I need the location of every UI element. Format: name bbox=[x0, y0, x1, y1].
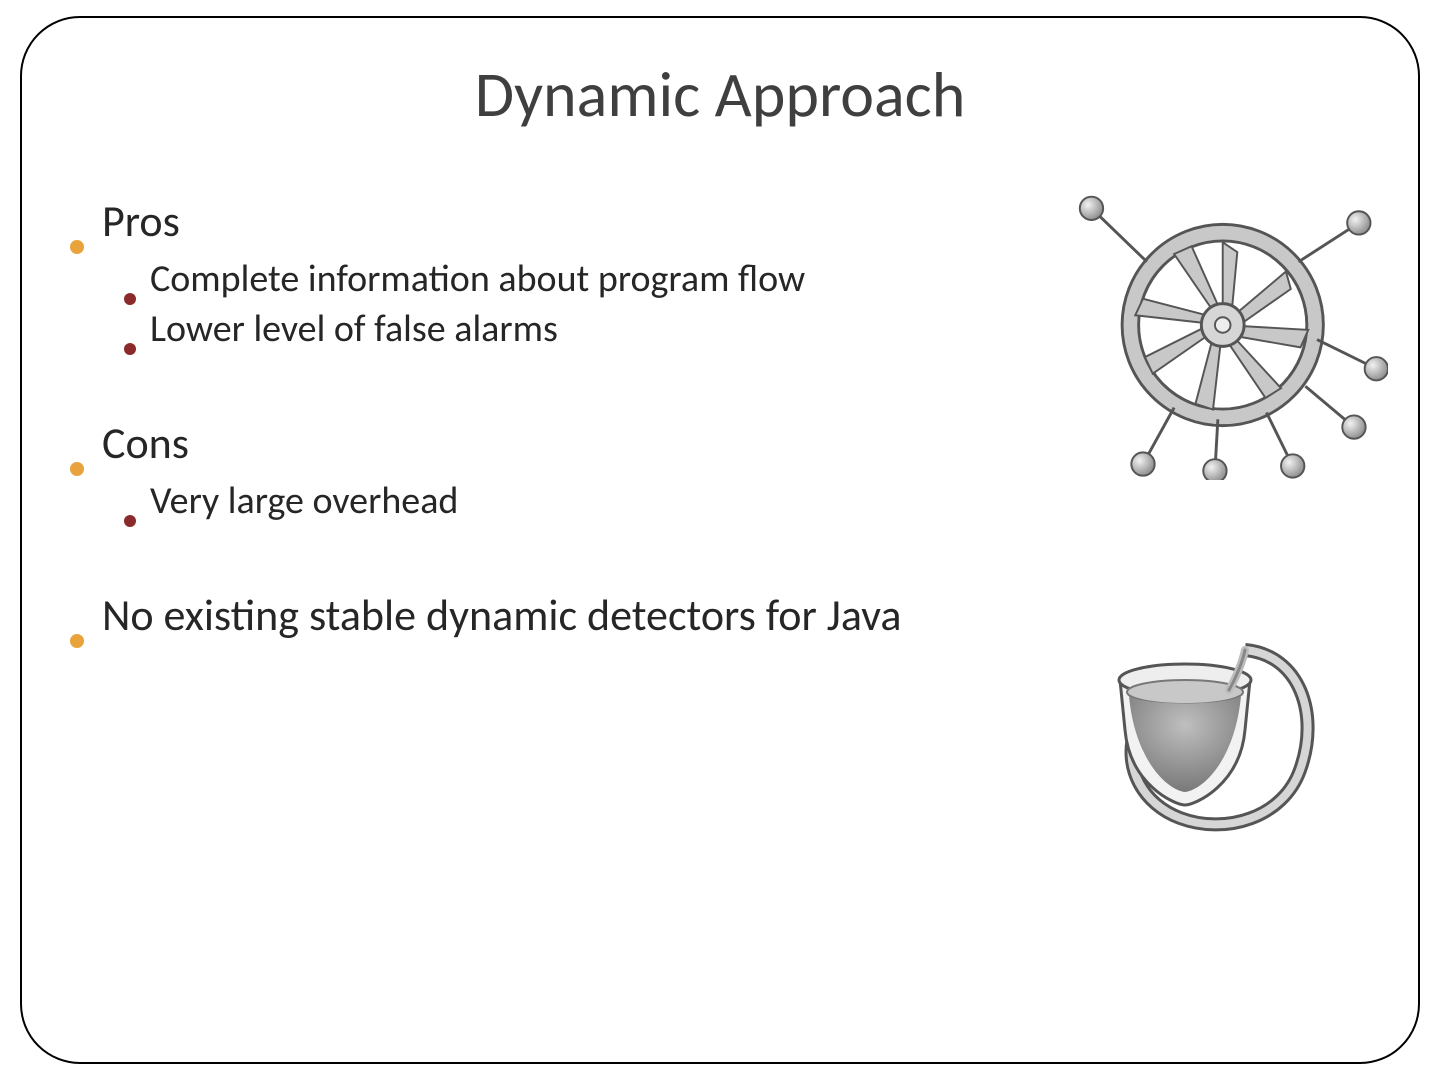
bullet-pros-item: Complete information about program flow bbox=[124, 256, 970, 302]
slide: Dynamic Approach Pros Complete informati… bbox=[0, 0, 1440, 1080]
spacer bbox=[70, 356, 970, 416]
bullet-level2-icon bbox=[124, 515, 136, 527]
slide-body: Pros Complete information about program … bbox=[70, 194, 970, 650]
bullet-text: Complete information about program flow bbox=[150, 256, 805, 302]
bullet-cons: Cons bbox=[70, 416, 970, 470]
bullet-text: Cons bbox=[102, 416, 189, 470]
centrifugal-governor-icon bbox=[1038, 170, 1388, 480]
bullet-pros-item: Lower level of false alarms bbox=[124, 306, 970, 352]
bullet-level1-icon bbox=[70, 462, 84, 476]
bullet-text: Lower level of false alarms bbox=[150, 306, 558, 352]
bullet-level1-icon bbox=[70, 634, 84, 648]
bullet-pros: Pros bbox=[70, 194, 970, 248]
spacer bbox=[70, 528, 970, 588]
bullet-level2-icon bbox=[124, 343, 136, 355]
bullet-level2-icon bbox=[124, 293, 136, 305]
slide-title: Dynamic Approach bbox=[0, 56, 1440, 134]
overflow-cup-icon bbox=[1095, 620, 1325, 840]
bullet-text: No existing stable dynamic detectors for… bbox=[102, 588, 901, 642]
bullet-text: Very large overhead bbox=[150, 478, 458, 524]
bullet-text: Pros bbox=[102, 194, 180, 248]
bullet-cons-item: Very large overhead bbox=[124, 478, 970, 524]
bullet-note: No existing stable dynamic detectors for… bbox=[70, 588, 970, 642]
bullet-level1-icon bbox=[70, 240, 84, 254]
